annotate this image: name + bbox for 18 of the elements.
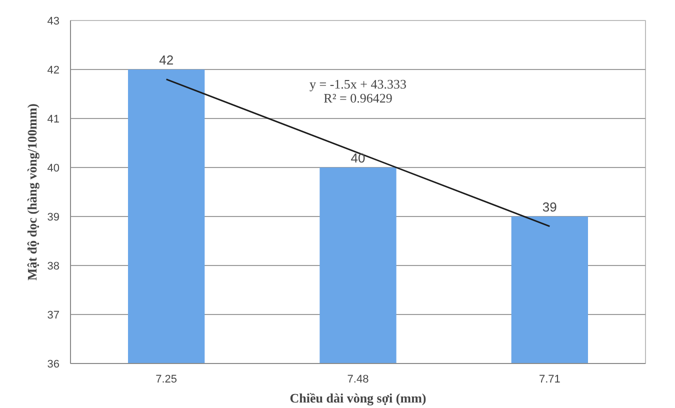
data-label: 42 [159, 52, 174, 68]
x-tick-label: 7.25 [156, 374, 178, 386]
x-axis-title: Chiều dài vòng sợi (mm) [290, 390, 426, 406]
y-tick-label: 43 [47, 16, 60, 28]
x-tick-label: 7.71 [538, 374, 560, 386]
annotation: R² = 0.96429 [324, 90, 392, 106]
y-axis-title: Mật độ dọc (hàng vòng/100mm) [24, 104, 40, 280]
annotation: y = -1.5x + 43.333 [310, 76, 407, 92]
y-tick-label: 38 [47, 260, 60, 272]
y-tick-label: 37 [47, 310, 60, 322]
y-tick-label: 36 [47, 358, 60, 370]
y-tick-label: 39 [47, 212, 60, 224]
data-label: 39 [542, 200, 557, 214]
y-tick-label: 42 [47, 64, 60, 76]
x-tick-label: 7.48 [347, 374, 369, 386]
data-label: 40 [350, 150, 366, 166]
y-tick-label: 41 [47, 114, 60, 126]
y-tick-label: 40 [47, 162, 60, 174]
